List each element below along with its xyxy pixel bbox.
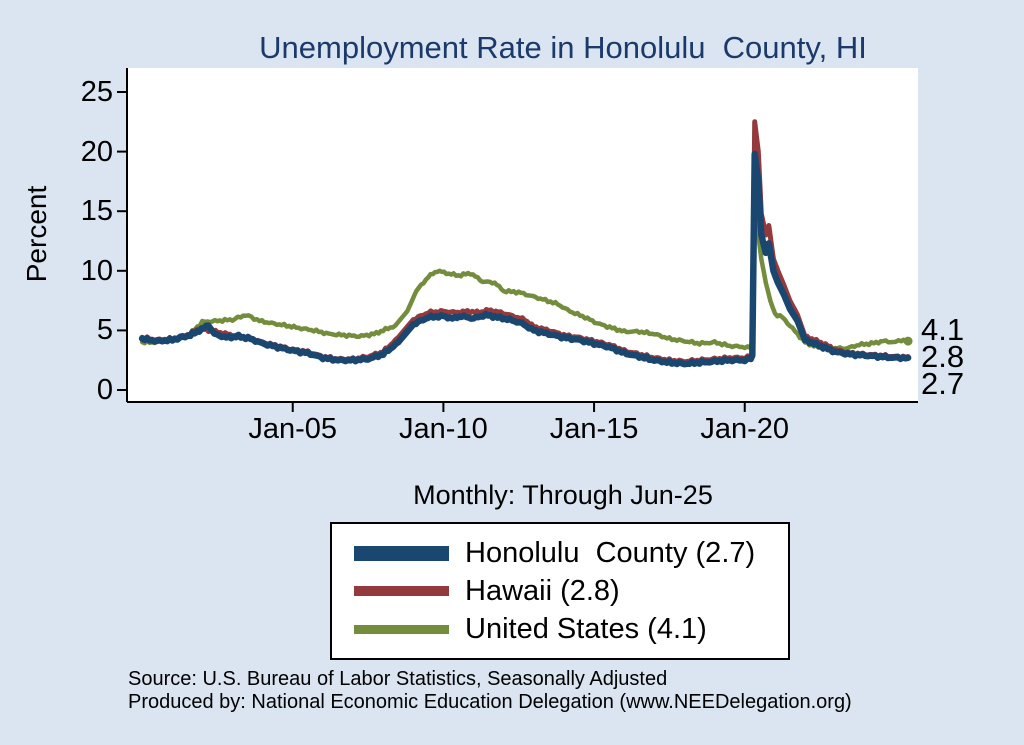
legend-item-united-states-4-1: United States (4.1) xyxy=(354,610,788,648)
legend-box: Honolulu County (2.7) Hawaii (2.8) United … xyxy=(330,522,790,660)
legend-label: United States (4.1) xyxy=(465,612,707,645)
y-tick-label: 25 xyxy=(80,76,113,108)
plot-canvas xyxy=(117,68,918,412)
legend-label: Honolulu County (2.7) xyxy=(465,536,756,569)
y-tick-label: 15 xyxy=(80,195,113,228)
chart-title: Unemployment Rate in Honolulu County, HI xyxy=(259,30,867,65)
series-end-value-united-states-4-1: 4.1 xyxy=(921,311,965,347)
x-tick-label: Jan-15 xyxy=(549,413,639,445)
producer-note: Produced by: National Economic Education… xyxy=(128,691,852,713)
y-tick-label: 20 xyxy=(80,135,113,168)
series-end-value-honolulu-county-2-7: 2.7 xyxy=(921,365,965,401)
x-tick-label: Jan-20 xyxy=(700,413,790,445)
series-end-marker-united-states-4-1 xyxy=(903,336,913,346)
x-tick-label: Jan-05 xyxy=(248,413,338,445)
y-tick-label: 10 xyxy=(80,254,113,287)
x-tick-label: Jan-10 xyxy=(399,413,488,445)
series-line-honolulu-county-2-7 xyxy=(138,150,912,368)
series-end-value-hawaii-2-8: 2.8 xyxy=(921,338,965,374)
y-axis-label: Percent xyxy=(21,185,52,283)
legend-swatch-hawaii-2-8 xyxy=(354,586,449,596)
legend-item-hawaii-2-8: Hawaii (2.8) xyxy=(354,572,788,610)
y-tick-label: 0 xyxy=(96,374,113,406)
legend-item-honolulu-county-2-7: Honolulu County (2.7) xyxy=(354,534,788,572)
plot-background xyxy=(127,68,918,402)
series-line-united-states-4-1 xyxy=(139,211,911,352)
y-tick-label: 5 xyxy=(96,314,113,347)
source-note: Source: U.S. Bureau of Labor Statistics,… xyxy=(128,668,668,690)
legend-swatch-united-states-4-1 xyxy=(354,624,449,634)
legend-label: Hawaii (2.8) xyxy=(465,574,620,607)
chart-subtitle: Monthly: Through Jun-25 xyxy=(413,480,713,510)
legend-swatch-honolulu-county-2-7 xyxy=(354,545,449,561)
